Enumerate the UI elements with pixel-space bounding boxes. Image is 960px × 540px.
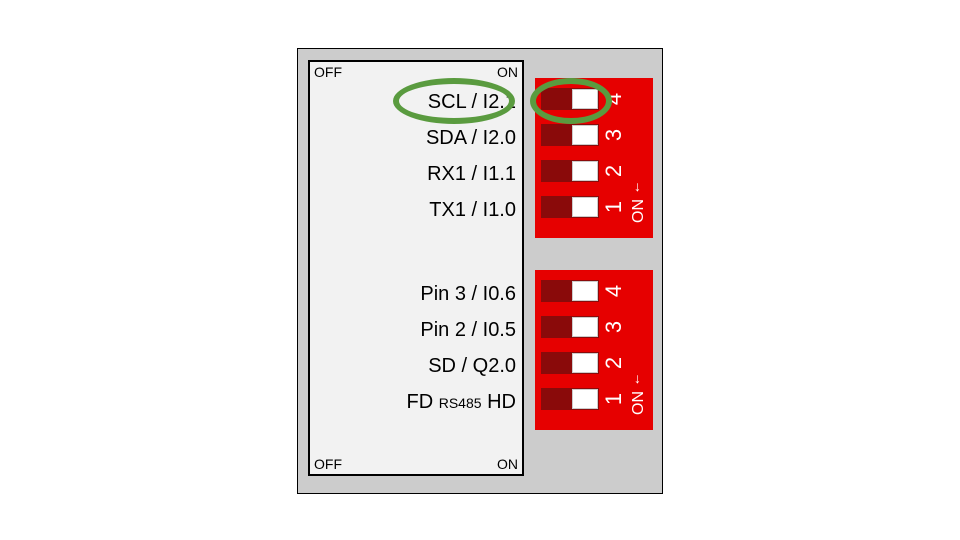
dip1-sw3[interactable]: 3	[541, 122, 627, 148]
pin-3: Pin 3 / I0.6	[420, 284, 516, 304]
dip-switch-block-2: 4 3 2 1 ON ↓	[535, 270, 653, 430]
dip2-on-label: ON	[630, 391, 648, 415]
highlight-label	[393, 78, 515, 124]
dip2-sw3[interactable]: 3	[541, 314, 627, 340]
dip2-sw1[interactable]: 1	[541, 386, 627, 412]
rs485-label: RS485	[439, 395, 482, 411]
dip2-sw2[interactable]: 2	[541, 350, 627, 376]
highlight-switch	[530, 78, 612, 124]
pin-2: Pin 2 / I0.5	[420, 320, 516, 340]
dip1-on-label: ON	[630, 199, 648, 223]
dip1-num2: 2	[601, 158, 627, 184]
dip2-sw4[interactable]: 4	[541, 278, 627, 304]
dip1-sw2[interactable]: 2	[541, 158, 627, 184]
dip1-arrow-icon: ↓	[634, 178, 641, 194]
pin-fd: FD RS485 HD	[407, 392, 516, 412]
dip1-num1: 1	[601, 194, 627, 220]
dip2-num3: 3	[601, 314, 627, 340]
fd-prefix: FD	[407, 391, 439, 413]
dip2-num4: 4	[601, 278, 627, 304]
dip2-num1: 1	[601, 386, 627, 412]
dip1-sw1[interactable]: 1	[541, 194, 627, 220]
pin-sda: SDA / I2.0	[426, 128, 516, 148]
pin-sd: SD / Q2.0	[428, 356, 516, 376]
hd-suffix: HD	[482, 391, 516, 413]
dip2-num2: 2	[601, 350, 627, 376]
pin-tx1: TX1 / I1.0	[429, 200, 516, 220]
pin-labels: SCL / I2.1 SDA / I2.0 RX1 / I1.1 TX1 / I…	[308, 60, 524, 476]
pin-rx1: RX1 / I1.1	[427, 164, 516, 184]
dip2-arrow-icon: ↓	[634, 370, 641, 386]
dip1-num3: 3	[601, 122, 627, 148]
